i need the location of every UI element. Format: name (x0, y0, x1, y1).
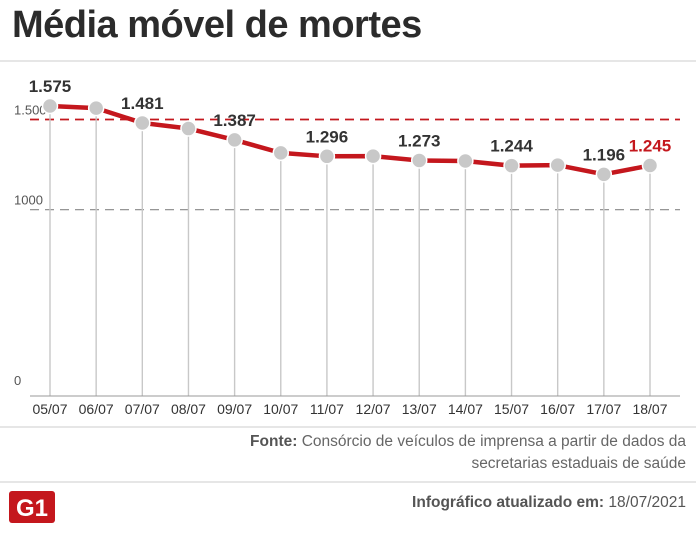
title-divider (0, 60, 696, 62)
x-tick-label: 15/07 (494, 401, 529, 417)
g1-logo-text: G1 (16, 495, 48, 522)
data-label-11/07: 1.296 (306, 127, 349, 146)
data-point-11/07 (318, 148, 336, 165)
x-tick-label: 10/07 (263, 401, 298, 417)
data-point-10/07 (272, 144, 290, 162)
x-tick-label: 06/07 (79, 401, 114, 417)
x-tick-label: 08/07 (171, 401, 206, 417)
data-label-15/07: 1.244 (490, 137, 533, 156)
source-label: Fonte: (250, 433, 298, 450)
data-point-14/07 (457, 152, 474, 170)
data-label-09/07: 1.387 (213, 111, 256, 130)
data-label-07/07: 1.481 (121, 94, 164, 113)
x-tick-label: 14/07 (448, 401, 483, 417)
source-text: Consórcio de veículos de imprensa a part… (301, 433, 686, 472)
x-tick-label: 05/07 (32, 401, 67, 417)
data-point-05/07 (41, 97, 59, 115)
x-tick-label: 11/07 (310, 401, 344, 417)
data-point-09/07 (226, 131, 243, 149)
x-tick-label: 07/07 (125, 401, 160, 417)
data-point-17/07 (595, 166, 613, 183)
g1-logo: G1 (9, 491, 55, 523)
data-label-13/07: 1.273 (398, 131, 441, 150)
x-tick-label: 09/07 (217, 401, 252, 417)
x-tick-label: 12/07 (356, 401, 391, 417)
data-label-18/07: 1.245 (629, 137, 672, 156)
source-note: Fonte: Consórcio de veículos de imprensa… (246, 431, 686, 475)
data-point-16/07 (549, 156, 566, 174)
y-tick-label: 0 (14, 373, 21, 388)
x-tick-label: 18/07 (632, 401, 667, 417)
update-note: Infográfico atualizado em: 18/07/2021 (412, 494, 686, 512)
data-point-08/07 (180, 120, 197, 137)
update-label: Infográfico atualizado em: (412, 494, 605, 511)
data-point-15/07 (503, 157, 520, 174)
data-point-18/07 (641, 157, 659, 174)
data-label-05/07: 1.575 (29, 77, 72, 96)
line-chart: 0 1000 1.500 1.575 1.481 1.387 1.296 1.273 1.244… (14, 77, 680, 417)
data-label-17/07: 1.196 (583, 145, 626, 164)
data-point-13/07 (410, 152, 428, 169)
chart-divider (0, 426, 696, 428)
update-date: 18/07/2021 (608, 494, 686, 511)
page-title: Média móvel de mortes (12, 4, 422, 46)
x-tick-label: 17/07 (586, 401, 621, 417)
data-point-06/07 (87, 99, 105, 117)
data-point-07/07 (134, 114, 151, 132)
y-tick-label: 1000 (14, 193, 43, 208)
x-tick-label: 16/07 (540, 401, 575, 417)
footer-divider (0, 481, 696, 483)
y-tick-label: 1.500 (14, 103, 47, 118)
data-point-12/07 (364, 147, 382, 165)
x-tick-label: 13/07 (402, 401, 437, 417)
